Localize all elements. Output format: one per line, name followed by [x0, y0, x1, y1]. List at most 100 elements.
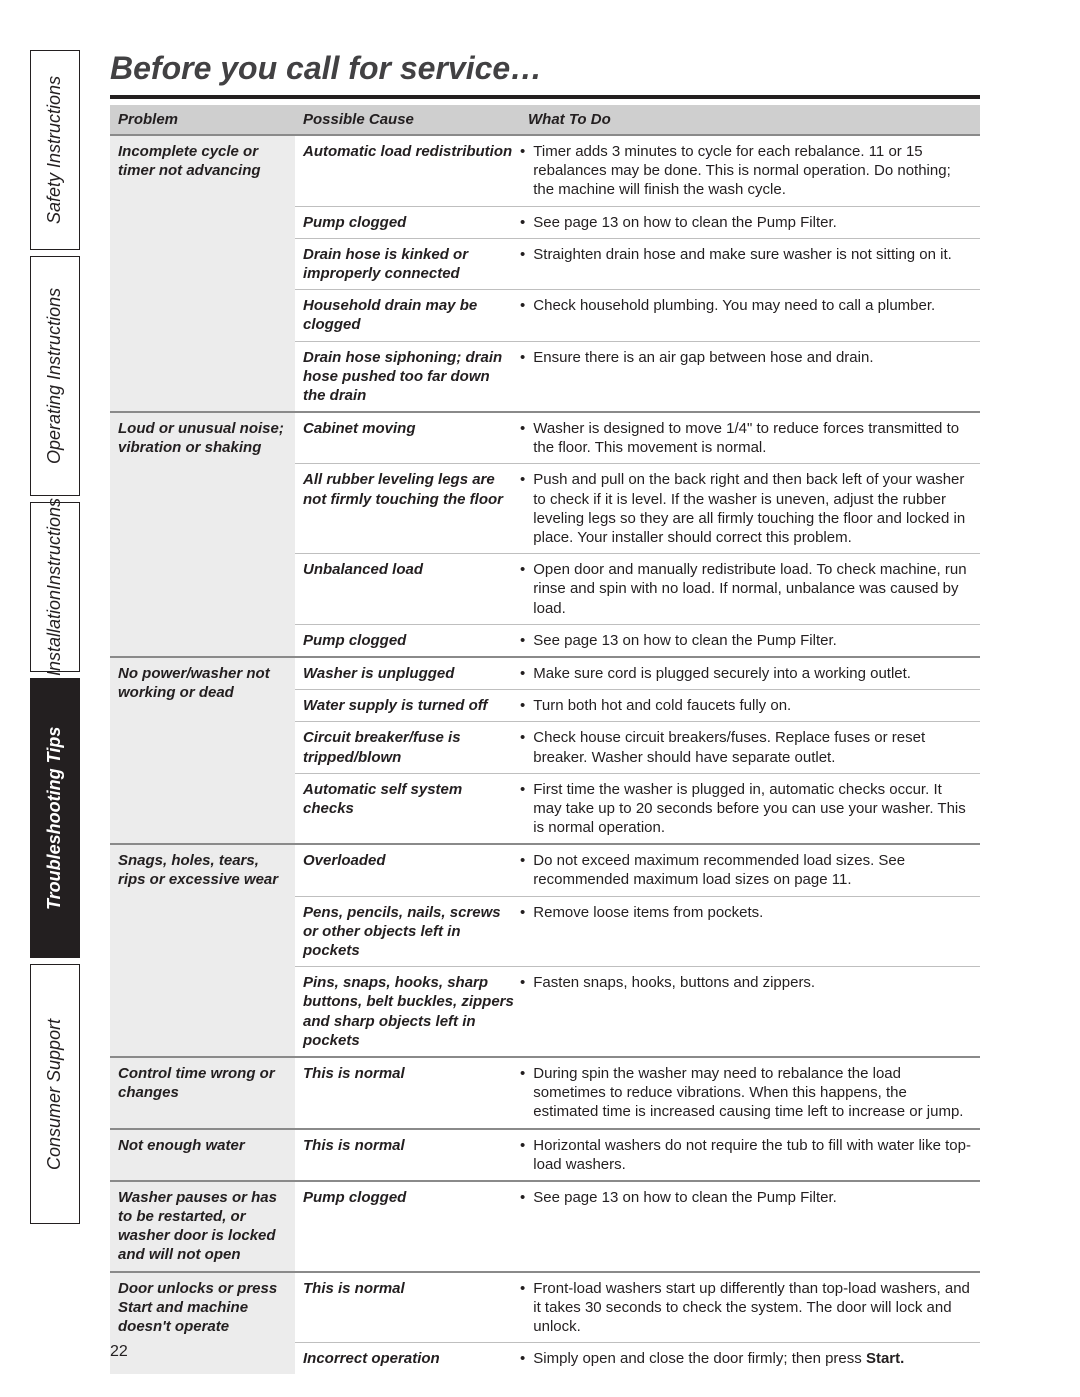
todo-bullet: Check household plumbing. You may need t… — [520, 296, 972, 315]
todo-cell: Do not exceed maximum recommended load s… — [520, 844, 980, 896]
todo-cell: Remove loose items from pockets. — [520, 896, 980, 967]
tab-label: Consumer Support — [45, 1018, 65, 1169]
todo-cell: First time the washer is plugged in, aut… — [520, 773, 980, 844]
todo-bullet: Front-load washers start up differently … — [520, 1279, 972, 1337]
todo-cell: Open door and manually redistribute load… — [520, 554, 980, 625]
cause-cell: Incorrect operation — [295, 1343, 520, 1375]
todo-bullet: Push and pull on the back right and then… — [520, 470, 972, 547]
todo-bullet: See page 13 on how to clean the Pump Fil… — [520, 213, 972, 232]
tab-label: Safety Instructions — [45, 76, 65, 224]
todo-bullet: Make sure cord is plugged securely into … — [520, 664, 972, 683]
tab-label-sub: Instructions — [45, 498, 65, 590]
title-underline — [110, 95, 980, 99]
todo-bullet: See page 13 on how to clean the Pump Fil… — [520, 1188, 972, 1207]
page-number: 22 — [110, 1343, 128, 1361]
problem-cell: Not enough water — [110, 1129, 295, 1181]
table-row: Loud or unusual noise; vibration or shak… — [110, 412, 980, 464]
todo-bullet: Timer adds 3 minutes to cycle for each r… — [520, 142, 972, 200]
cause-cell: All rubber leveling legs are not firmly … — [295, 464, 520, 554]
todo-cell: During spin the washer may need to rebal… — [520, 1057, 980, 1129]
todo-cell: Front-load washers start up differently … — [520, 1272, 980, 1343]
cause-cell: Pins, snaps, hooks, sharp buttons, belt … — [295, 967, 520, 1057]
todo-cell: See page 13 on how to clean the Pump Fil… — [520, 206, 980, 238]
cause-cell: Water supply is turned off — [295, 690, 520, 722]
todo-bullet: During spin the washer may need to rebal… — [520, 1064, 972, 1122]
main-content: Before you call for service… Problem Pos… — [110, 50, 980, 1374]
tab-consumer-support[interactable]: Consumer Support — [30, 964, 80, 1224]
col-todo: What To Do — [520, 105, 980, 135]
tab-troubleshooting-tips[interactable]: Troubleshooting Tips — [30, 678, 80, 958]
cause-cell: Pump clogged — [295, 624, 520, 657]
table-header-row: Problem Possible Cause What To Do — [110, 105, 980, 135]
todo-cell: Ensure there is an air gap between hose … — [520, 341, 980, 412]
table-row: Control time wrong or changesThis is nor… — [110, 1057, 980, 1129]
todo-bullet: Turn both hot and cold faucets fully on. — [520, 696, 972, 715]
cause-cell: Drain hose is kinked or improperly conne… — [295, 238, 520, 289]
todo-cell: Timer adds 3 minutes to cycle for each r… — [520, 135, 980, 206]
todo-bullet: Ensure there is an air gap between hose … — [520, 348, 972, 367]
todo-bullet: Open door and manually redistribute load… — [520, 560, 972, 618]
todo-bullet: See page 13 on how to clean the Pump Fil… — [520, 631, 972, 650]
problem-cell: Loud or unusual noise; vibration or shak… — [110, 412, 295, 657]
todo-cell: Turn both hot and cold faucets fully on. — [520, 690, 980, 722]
table-row: Washer pauses or has to be restarted, or… — [110, 1181, 980, 1272]
col-cause: Possible Cause — [295, 105, 520, 135]
table-row: Door unlocks or press Start and machine … — [110, 1272, 980, 1343]
todo-cell: Fasten snaps, hooks, buttons and zippers… — [520, 967, 980, 1057]
tab-label: Troubleshooting Tips — [45, 726, 65, 909]
cause-cell: Drain hose siphoning; drain hose pushed … — [295, 341, 520, 412]
todo-cell: Washer is designed to move 1/4" to reduc… — [520, 412, 980, 464]
col-problem: Problem — [110, 105, 295, 135]
problem-cell: Washer pauses or has to be restarted, or… — [110, 1181, 295, 1272]
todo-bullet: Straighten drain hose and make sure wash… — [520, 245, 972, 264]
tab-installation-instructions[interactable]: Installation Instructions — [30, 502, 80, 672]
tab-operating-instructions[interactable]: Operating Instructions — [30, 256, 80, 496]
cause-cell: This is normal — [295, 1057, 520, 1129]
todo-cell: Check household plumbing. You may need t… — [520, 290, 980, 341]
todo-bullet: Horizontal washers do not require the tu… — [520, 1136, 972, 1174]
tab-label-main: Installation — [45, 590, 65, 676]
todo-cell: Push and pull on the back right and then… — [520, 464, 980, 554]
cause-cell: Overloaded — [295, 844, 520, 896]
todo-cell: Straighten drain hose and make sure wash… — [520, 238, 980, 289]
sidebar-tabs: Safety Instructions Operating Instructio… — [30, 50, 80, 1224]
todo-bullet: Fasten snaps, hooks, buttons and zippers… — [520, 973, 972, 992]
table-row: Not enough waterThis is normalHorizontal… — [110, 1129, 980, 1181]
cause-cell: Circuit breaker/fuse is tripped/blown — [295, 722, 520, 773]
table-row: Snags, holes, tears, rips or excessive w… — [110, 844, 980, 896]
cause-cell: Cabinet moving — [295, 412, 520, 464]
problem-cell: Door unlocks or press Start and machine … — [110, 1272, 295, 1375]
tab-label: Operating Instructions — [45, 288, 65, 464]
tab-safety-instructions[interactable]: Safety Instructions — [30, 50, 80, 250]
problem-cell: Control time wrong or changes — [110, 1057, 295, 1129]
todo-cell: See page 13 on how to clean the Pump Fil… — [520, 624, 980, 657]
cause-cell: Unbalanced load — [295, 554, 520, 625]
cause-cell: Household drain may be clogged — [295, 290, 520, 341]
table-row: Incomplete cycle or timer not advancingA… — [110, 135, 980, 206]
cause-cell: This is normal — [295, 1272, 520, 1343]
todo-bullet: Simply open and close the door firmly; t… — [520, 1349, 972, 1368]
problem-cell: Incomplete cycle or timer not advancing — [110, 135, 295, 412]
cause-cell: Pump clogged — [295, 1181, 520, 1272]
todo-cell: Simply open and close the door firmly; t… — [520, 1343, 980, 1375]
todo-cell: Horizontal washers do not require the tu… — [520, 1129, 980, 1181]
cause-cell: Pump clogged — [295, 206, 520, 238]
cause-cell: Automatic self system checks — [295, 773, 520, 844]
todo-cell: Make sure cord is plugged securely into … — [520, 657, 980, 690]
todo-bullet: Washer is designed to move 1/4" to reduc… — [520, 419, 972, 457]
problem-cell: No power/washer not working or dead — [110, 657, 295, 844]
table-row: No power/washer not working or deadWashe… — [110, 657, 980, 690]
todo-bullet: Do not exceed maximum recommended load s… — [520, 851, 972, 889]
cause-cell: This is normal — [295, 1129, 520, 1181]
cause-cell: Washer is unplugged — [295, 657, 520, 690]
troubleshooting-table: Problem Possible Cause What To Do Incomp… — [110, 105, 980, 1374]
todo-cell: See page 13 on how to clean the Pump Fil… — [520, 1181, 980, 1272]
todo-bullet: First time the washer is plugged in, aut… — [520, 780, 972, 838]
cause-cell: Automatic load redistribution — [295, 135, 520, 206]
todo-cell: Check house circuit breakers/fuses. Repl… — [520, 722, 980, 773]
todo-bullet: Remove loose items from pockets. — [520, 903, 972, 922]
page-title: Before you call for service… — [110, 50, 980, 95]
todo-bullet: Check house circuit breakers/fuses. Repl… — [520, 728, 972, 766]
cause-cell: Pens, pencils, nails, screws or other ob… — [295, 896, 520, 967]
problem-cell: Snags, holes, tears, rips or excessive w… — [110, 844, 295, 1057]
